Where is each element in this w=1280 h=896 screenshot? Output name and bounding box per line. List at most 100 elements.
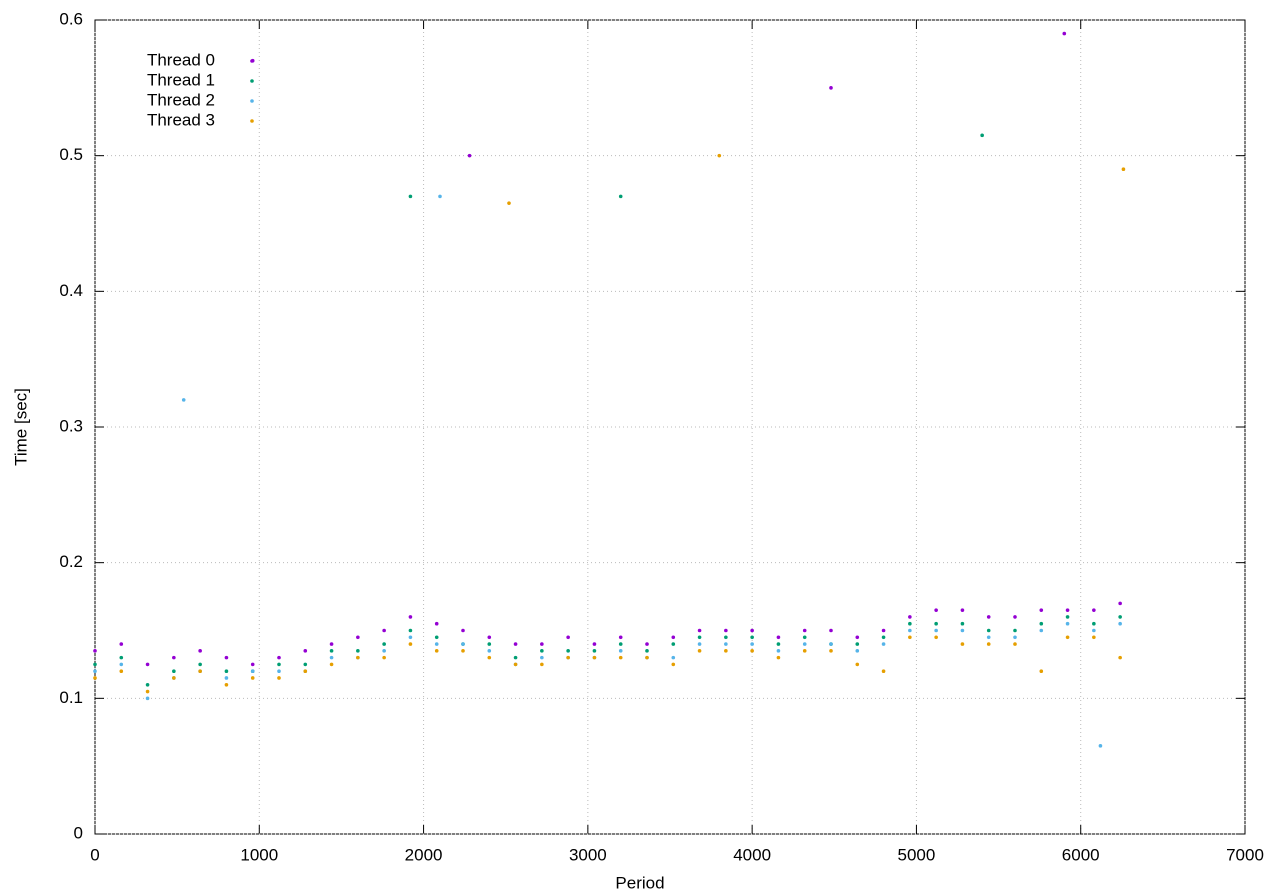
legend-label: Thread 2: [147, 90, 215, 109]
data-point: [513, 662, 518, 667]
data-point: [487, 655, 492, 660]
data-point: [618, 649, 623, 653]
y-tick-label: 0: [74, 823, 83, 842]
data-point: [356, 655, 360, 660]
data-point: [750, 628, 754, 633]
legend-marker: [250, 59, 254, 63]
data-point: [224, 655, 229, 660]
data-point: [507, 201, 511, 205]
data-point: [980, 133, 984, 138]
data-point: [829, 649, 833, 653]
data-point: [802, 628, 807, 633]
data-point: [908, 628, 912, 633]
data-point: [750, 635, 754, 640]
data-point: [1118, 655, 1122, 660]
data-point: [776, 655, 781, 660]
data-point: [382, 642, 386, 646]
data-point: [250, 662, 255, 667]
data-point: [934, 628, 938, 633]
x-tick-label: 0: [90, 845, 99, 864]
data-point: [172, 669, 176, 673]
data-point: [198, 669, 202, 673]
data-point: [250, 669, 255, 673]
data-point: [172, 655, 176, 660]
data-point: [697, 635, 702, 640]
x-tick-label: 5000: [898, 845, 936, 864]
data-point: [1092, 635, 1096, 640]
data-point: [1039, 608, 1044, 612]
x-tick-label: 4000: [733, 845, 771, 864]
data-point: [671, 642, 676, 646]
y-tick-label: 0.2: [59, 552, 83, 571]
data-point: [408, 642, 413, 646]
data-point: [1092, 628, 1096, 633]
data-point: [1065, 621, 1070, 626]
legend-label: Thread 3: [147, 110, 215, 129]
data-point: [717, 153, 722, 158]
data-point: [697, 628, 702, 633]
data-point: [513, 642, 518, 646]
data-point: [461, 628, 465, 633]
data-point: [408, 194, 413, 199]
data-point: [434, 642, 439, 646]
data-point: [802, 649, 807, 653]
data-point: [1013, 635, 1017, 640]
data-point: [93, 669, 97, 673]
data-point: [1065, 615, 1070, 619]
data-point: [645, 655, 649, 660]
data-point: [566, 655, 570, 660]
data-point: [934, 635, 938, 640]
data-point: [1098, 744, 1103, 748]
data-point: [408, 635, 413, 640]
data-point: [750, 642, 754, 646]
data-point: [145, 696, 150, 701]
y-tick-label: 0.5: [59, 145, 83, 164]
data-point: [467, 153, 472, 158]
legend-marker: [250, 119, 254, 123]
data-point: [119, 655, 124, 660]
data-point: [329, 662, 334, 667]
data-point: [855, 649, 860, 653]
data-point: [592, 642, 597, 646]
data-point: [645, 642, 649, 646]
x-tick-label: 1000: [240, 845, 278, 864]
data-point: [908, 621, 912, 626]
data-point: [329, 655, 334, 660]
data-point: [145, 689, 150, 694]
x-tick-label: 7000: [1226, 845, 1264, 864]
data-point: [1065, 608, 1070, 612]
data-point: [829, 86, 833, 90]
data-point: [434, 621, 439, 626]
data-point: [592, 655, 597, 660]
x-tick-label: 3000: [569, 845, 607, 864]
data-point: [592, 649, 597, 653]
data-point: [224, 676, 229, 680]
data-point: [855, 662, 860, 667]
data-point: [1039, 621, 1044, 626]
data-point: [829, 642, 833, 646]
data-point: [145, 662, 150, 667]
data-point: [277, 655, 281, 660]
data-point: [960, 628, 965, 633]
y-tick-label: 0.1: [59, 688, 83, 707]
data-point: [434, 635, 439, 640]
data-point: [382, 649, 386, 653]
data-point: [382, 655, 386, 660]
data-point: [303, 662, 308, 667]
data-point: [802, 642, 807, 646]
data-point: [145, 682, 150, 687]
data-point: [776, 642, 781, 646]
data-point: [618, 194, 623, 199]
data-point: [802, 635, 807, 640]
y-tick-label: 0.3: [59, 416, 83, 435]
data-point: [881, 628, 886, 633]
data-point: [1118, 615, 1122, 619]
data-point: [119, 669, 124, 673]
data-point: [329, 642, 334, 646]
data-point: [1039, 628, 1044, 633]
x-tick-label: 6000: [1062, 845, 1100, 864]
data-point: [1013, 615, 1017, 619]
data-point: [934, 608, 938, 612]
data-point: [540, 655, 544, 660]
data-point: [566, 649, 570, 653]
